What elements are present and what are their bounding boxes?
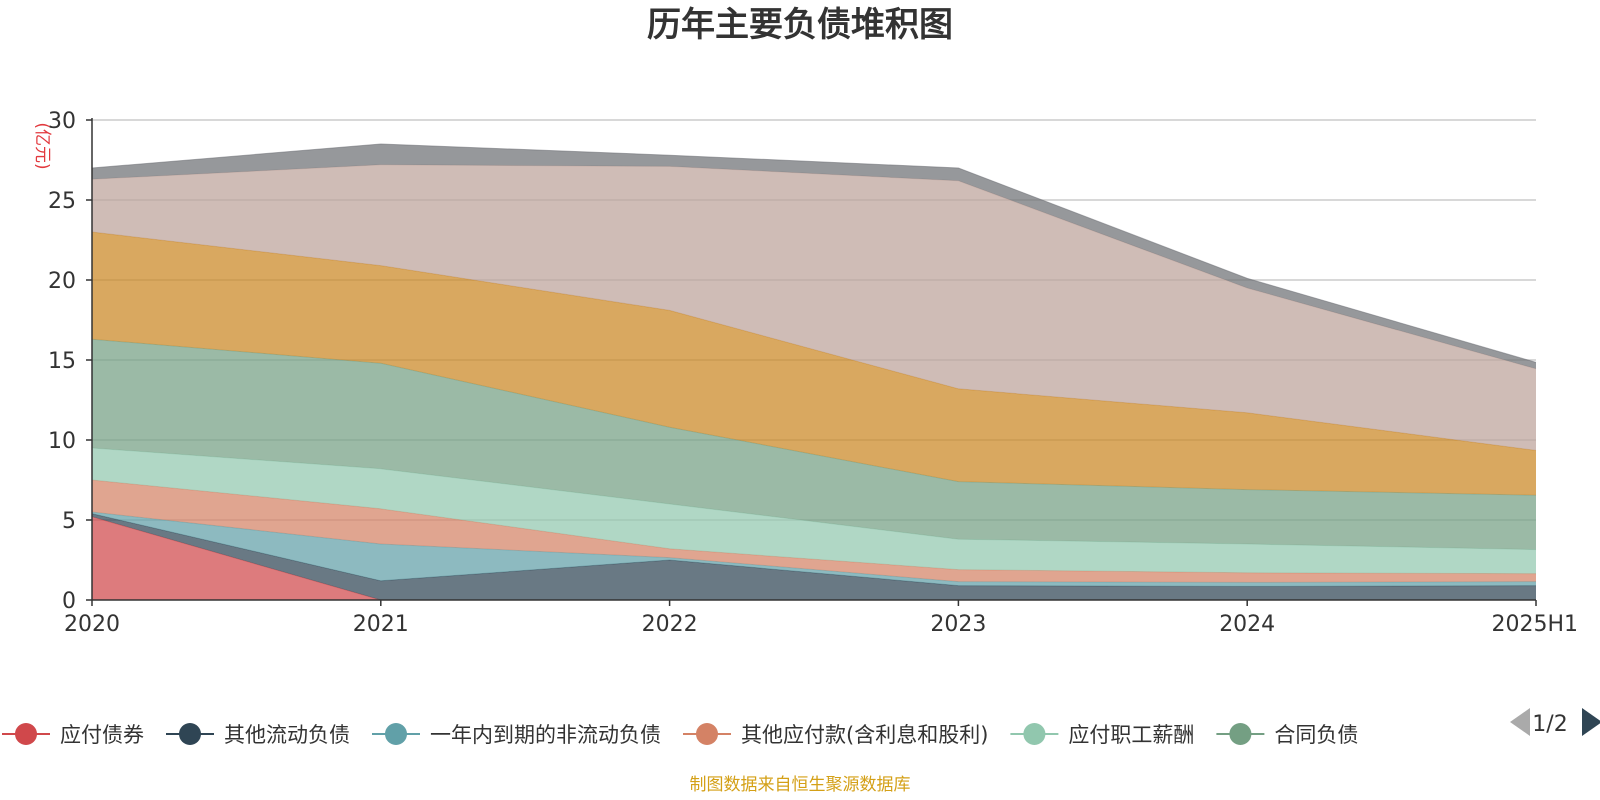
legend-label: 其他流动负债 <box>224 723 350 747</box>
area-series-8 <box>92 144 1536 369</box>
y-tick-label: 10 <box>48 429 76 454</box>
y-tick-label: 15 <box>48 349 76 374</box>
area-series-edge-8 <box>91 143 1537 363</box>
x-tick-label: 2025H1 <box>1491 612 1578 637</box>
legend-marker-icon <box>696 723 718 745</box>
area-series-edge-3 <box>91 479 1537 575</box>
y-tick-label: 5 <box>62 509 76 534</box>
area-series-1 <box>92 513 1536 600</box>
y-tick-label: 20 <box>48 269 76 294</box>
legend-label: 其他应付款(含利息和股利) <box>741 723 988 747</box>
legend-marker-icon <box>179 723 201 745</box>
chart-title: 历年主要负债堆积图 <box>647 5 953 45</box>
x-tick-label: 2021 <box>353 612 409 637</box>
data-source-note: 制图数据来自恒生聚源数据库 <box>690 775 911 795</box>
x-tick-label: 2022 <box>642 612 698 637</box>
area-series-5 <box>92 339 1536 550</box>
legend-item[interactable]: 其他应付款(含利息和股利) <box>683 723 988 747</box>
area-series-7 <box>92 164 1536 451</box>
x-tick-label: 2023 <box>930 612 986 637</box>
pager-next-icon[interactable] <box>1582 708 1600 736</box>
x-tick-label: 2020 <box>64 612 120 637</box>
y-tick-label: 0 <box>62 589 76 614</box>
legend-item[interactable]: 应付债券 <box>2 723 144 747</box>
legend-pager: 1/2 <box>1510 708 1600 737</box>
axes: 0 5 10 15 20 25 30 2020 2021 2022 2023 2024 2025H1 <box>48 109 1578 637</box>
legend-marker-icon <box>385 723 407 745</box>
legend-item[interactable]: 一年内到期的非流动负债 <box>372 723 661 747</box>
legend-label: 合同负债 <box>1274 723 1358 747</box>
stacked-areas <box>91 143 1537 601</box>
legend-marker-icon <box>15 723 37 745</box>
legend-marker-icon <box>1023 723 1046 745</box>
legend-label: 一年内到期的非流动负债 <box>430 723 661 747</box>
y-tick-label: 30 <box>48 109 76 134</box>
area-series-3 <box>92 480 1536 583</box>
pager-prev-icon[interactable] <box>1510 708 1530 736</box>
area-series-6 <box>92 232 1536 496</box>
pager-page-indicator: 1/2 <box>1532 712 1567 737</box>
area-series-0 <box>92 516 1536 600</box>
x-tick-label: 2024 <box>1219 612 1275 637</box>
legend-label: 应付职工薪酬 <box>1068 723 1194 747</box>
y-tick-label: 25 <box>48 189 76 214</box>
legend-marker-icon <box>1229 723 1252 745</box>
legend-label: 应付债券 <box>60 723 144 747</box>
y-axis-unit-label: (亿元) <box>32 122 52 169</box>
area-series-2 <box>92 512 1536 587</box>
legend: 应付债券 其他流动负债 一年内到期的非流动负债 其他应付款(含利息和股利) 应付职工薪酬… <box>2 723 1358 747</box>
legend-item[interactable]: 合同负债 <box>1216 723 1358 747</box>
area-series-4 <box>92 448 1536 574</box>
legend-item[interactable]: 应付职工薪酬 <box>1010 723 1194 747</box>
legend-item[interactable]: 其他流动负债 <box>166 723 350 747</box>
